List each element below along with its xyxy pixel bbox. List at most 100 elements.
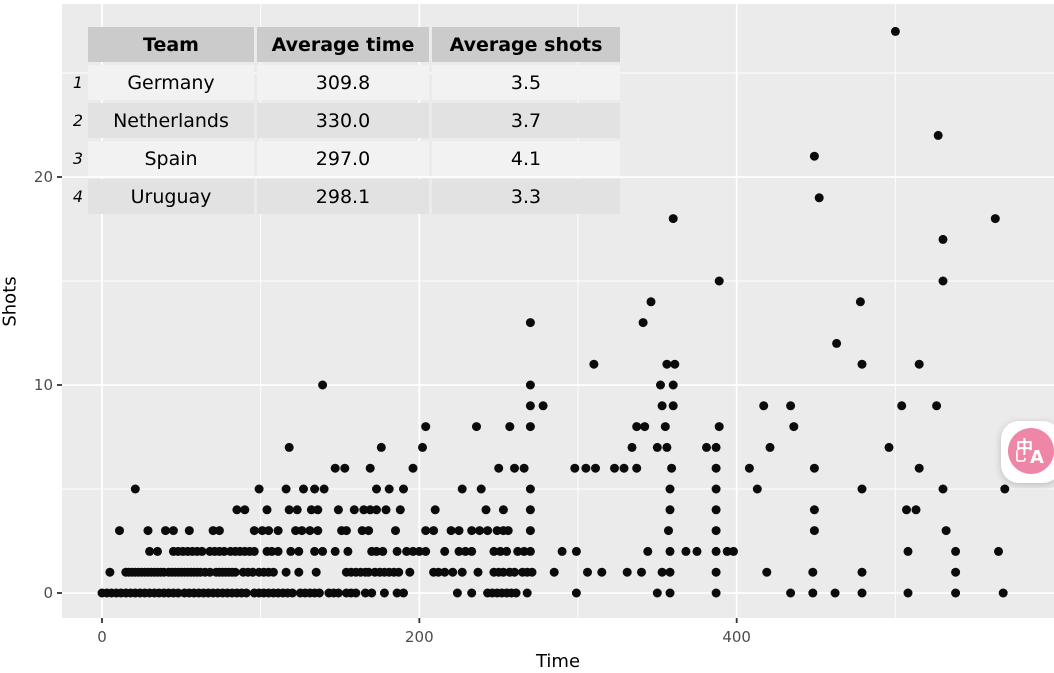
data-point	[711, 442, 721, 452]
data-point	[571, 588, 581, 598]
data-point	[714, 276, 724, 286]
data-point	[643, 546, 653, 556]
data-point	[395, 505, 405, 515]
data-point	[294, 567, 304, 577]
team-cell: Uruguay	[88, 179, 254, 214]
data-point	[448, 567, 458, 577]
data-point	[722, 546, 732, 556]
data-point	[273, 546, 283, 556]
data-point	[759, 401, 769, 411]
data-point	[902, 505, 911, 515]
data-point	[702, 442, 711, 452]
data-point	[161, 526, 170, 536]
data-point	[786, 588, 796, 598]
table-row: 4 Uruguay 298.1 3.3	[65, 179, 620, 214]
data-point	[890, 26, 900, 36]
data-point	[711, 484, 721, 494]
data-point	[357, 526, 367, 536]
data-point	[664, 526, 673, 536]
row-number-cell: 2	[72, 111, 83, 130]
team-cell: Germany	[88, 65, 254, 100]
data-point	[143, 526, 153, 536]
data-point	[467, 546, 477, 556]
average-shots-cell: 3.7	[432, 103, 620, 138]
data-point	[502, 546, 512, 556]
data-point	[492, 526, 502, 536]
data-point	[376, 442, 386, 452]
data-point	[729, 546, 738, 556]
data-point	[933, 130, 943, 140]
data-point	[498, 505, 508, 515]
data-point	[786, 401, 796, 411]
data-point	[306, 505, 316, 515]
data-point	[938, 234, 948, 244]
data-point	[381, 505, 391, 515]
data-point	[527, 567, 537, 577]
data-point	[197, 546, 207, 556]
data-point	[884, 442, 894, 452]
data-point	[467, 588, 477, 598]
data-point	[668, 214, 678, 224]
data-point	[467, 526, 477, 536]
average-time-cell: 309.8	[257, 65, 429, 100]
data-point	[372, 505, 381, 515]
data-point	[646, 297, 656, 307]
column-header-team: Team	[88, 27, 254, 62]
data-point	[472, 422, 481, 432]
data-point	[351, 588, 361, 598]
data-point	[145, 546, 155, 556]
data-point	[313, 505, 323, 515]
data-point	[657, 567, 667, 577]
data-point	[525, 546, 535, 556]
data-point	[857, 484, 867, 494]
data-point	[752, 484, 762, 494]
data-point	[814, 193, 824, 203]
table-corner-cell	[65, 27, 85, 62]
data-point	[372, 484, 381, 494]
average-time-cell: 298.1	[257, 179, 429, 214]
data-point	[498, 567, 508, 577]
translate-icon[interactable]: 中 A 乚	[1008, 428, 1054, 474]
data-point	[951, 546, 961, 556]
x-axis-title: Time	[535, 651, 581, 672]
data-point	[510, 567, 519, 577]
data-point	[392, 546, 402, 556]
data-point	[711, 567, 721, 577]
average-shots-cell: 4.1	[432, 141, 620, 176]
data-point	[399, 484, 408, 494]
data-point	[994, 546, 1003, 556]
data-point	[483, 526, 493, 536]
data-point	[832, 338, 842, 348]
data-point	[1000, 484, 1010, 494]
x-tick-label: 400	[722, 628, 751, 646]
data-point	[418, 442, 427, 452]
data-point	[640, 422, 650, 432]
x-tick-label: 0	[97, 628, 107, 646]
data-point	[597, 567, 607, 577]
data-point	[254, 484, 264, 494]
data-point	[408, 463, 418, 473]
data-point	[365, 505, 375, 515]
data-point	[510, 463, 519, 473]
data-point	[249, 546, 259, 556]
data-point	[998, 588, 1008, 598]
data-point	[855, 297, 865, 307]
data-point	[990, 214, 1000, 224]
data-point	[911, 505, 921, 515]
data-point	[452, 588, 462, 598]
data-point	[379, 588, 389, 598]
translate-widget-pill[interactable]: 中 A 乚	[1001, 421, 1054, 483]
data-point	[681, 546, 691, 556]
y-tick-label: 20	[33, 168, 53, 186]
data-point	[115, 526, 124, 536]
data-point	[495, 546, 505, 556]
data-point	[273, 526, 283, 536]
data-point	[809, 151, 819, 161]
data-point	[857, 359, 867, 369]
data-point	[365, 463, 375, 473]
data-point	[318, 380, 328, 390]
data-point	[525, 422, 535, 432]
data-point	[384, 484, 394, 494]
data-point	[652, 442, 662, 452]
data-point	[414, 546, 424, 556]
